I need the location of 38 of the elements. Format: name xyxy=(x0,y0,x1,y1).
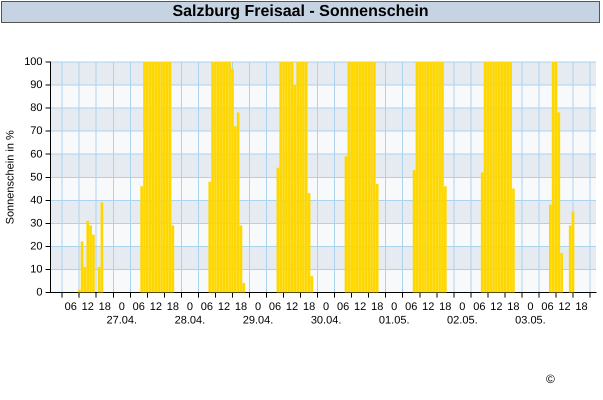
x-tick-label: 06 xyxy=(268,301,282,314)
y-tick-label: 100 xyxy=(24,56,43,68)
y-axis-title: Sonnenschein in % xyxy=(4,130,17,224)
text: © xyxy=(546,372,555,386)
x-tick-label: 12 xyxy=(422,301,434,314)
x-tick-label: 06 xyxy=(64,301,77,314)
y-tick-label: 80 xyxy=(30,102,43,114)
x-tick-label: 06 xyxy=(473,301,486,314)
y-tick-label: 90 xyxy=(30,79,43,92)
y-tick-label: 10 xyxy=(30,264,43,276)
y-tick-label: 30 xyxy=(30,217,43,230)
x-tick-label: 12 xyxy=(286,301,298,314)
x-tick-label: 18 xyxy=(234,301,248,314)
x-tick-label: 12 xyxy=(82,301,94,314)
x-tick-label: 12 xyxy=(490,301,503,314)
x-tick-label: 06 xyxy=(132,301,145,314)
y-tick-label: 20 xyxy=(30,240,43,253)
x-tick-label: 18 xyxy=(98,301,111,314)
x-tick-label: 12 xyxy=(558,301,571,314)
y-tick-label: 70 xyxy=(30,125,43,138)
x-tick-label: 18 xyxy=(439,301,452,314)
x-tick-label: 18 xyxy=(166,301,179,314)
x-tick-label: 18 xyxy=(575,301,588,314)
x-tick-label: 06 xyxy=(200,301,214,314)
y-tick-label: 50 xyxy=(30,171,43,184)
x-tick-label: 18 xyxy=(507,301,520,314)
y-tick-label: 60 xyxy=(30,148,43,160)
chart-title: Salzburg Freisaal - Sonnenschein xyxy=(1,1,600,23)
x-tick-label: 12 xyxy=(218,301,230,314)
x-tick-label: 06 xyxy=(337,301,350,314)
x-tick-label: 12 xyxy=(150,301,162,314)
x-tick-label: 12 xyxy=(354,301,366,314)
x-tick-label: 06 xyxy=(541,301,554,314)
x-tick-label: 06 xyxy=(405,301,418,314)
x-tick-label: 18 xyxy=(371,301,384,314)
y-tick-label: 0 xyxy=(36,286,43,299)
y-tick-label: 40 xyxy=(30,194,43,206)
x-tick-label: 18 xyxy=(302,301,316,314)
